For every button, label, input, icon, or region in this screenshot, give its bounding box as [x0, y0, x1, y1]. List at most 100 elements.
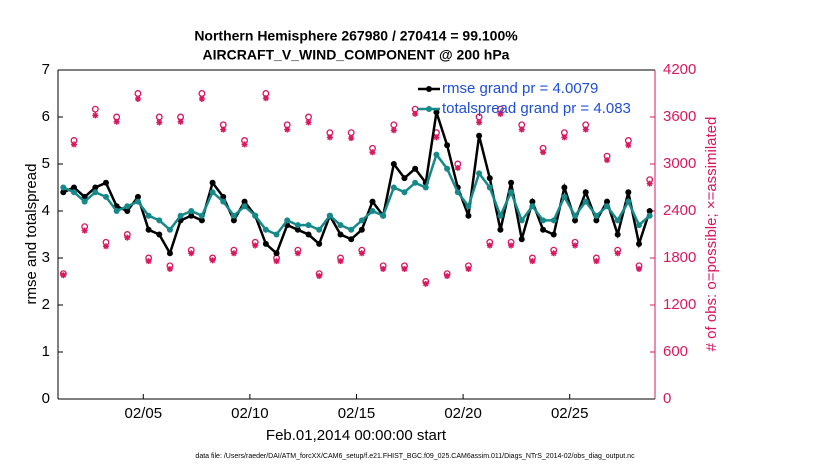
obs-assimilated: [401, 265, 408, 272]
point: [188, 208, 195, 214]
point: [316, 226, 323, 233]
point: [209, 179, 216, 186]
point: [625, 189, 632, 196]
point: [316, 240, 323, 247]
point: [518, 236, 525, 243]
point: [625, 198, 632, 205]
y-tick-label: 2: [42, 296, 50, 313]
point: [369, 208, 376, 214]
obs-assimilated: [134, 95, 141, 102]
obs-assimilated: [145, 258, 152, 265]
obs-assimilated: [572, 242, 579, 249]
obs-assimilated: [198, 95, 205, 102]
point: [636, 222, 643, 229]
y-tick-label: 6: [42, 108, 50, 125]
y2-tick-label: 0: [663, 390, 671, 407]
y-tick-label: 5: [42, 155, 50, 172]
point: [305, 222, 312, 229]
point: [70, 184, 77, 191]
point: [614, 217, 621, 224]
y2-tick-label: 4200: [663, 61, 696, 78]
point: [177, 212, 184, 219]
point: [380, 212, 387, 219]
point: [262, 240, 269, 247]
point: [252, 212, 259, 219]
obs-assimilated: [348, 135, 355, 142]
point: [369, 198, 376, 205]
point: [646, 208, 653, 214]
point: [508, 189, 515, 196]
point: [444, 165, 451, 172]
obs-assimilated: [81, 227, 88, 234]
y-axis-label: rmse and totalspread: [23, 164, 40, 305]
obs-assimilated: [636, 265, 643, 272]
y2-axis-label: # of obs: o=possible; ×=assimilated: [703, 117, 720, 352]
point: [550, 217, 557, 224]
y-tick-label: 3: [42, 249, 50, 266]
point: [465, 203, 472, 210]
plot-area: [59, 90, 654, 287]
point: [166, 250, 173, 257]
obs-assimilated: [412, 110, 419, 117]
point: [476, 132, 483, 139]
obs-assimilated: [252, 242, 259, 249]
point: [561, 184, 568, 191]
point: [636, 240, 643, 247]
point: [230, 212, 237, 219]
point: [593, 212, 600, 219]
point: [572, 212, 579, 219]
point: [166, 226, 173, 233]
obs-assimilated: [262, 95, 269, 102]
point: [124, 203, 131, 210]
obs-assimilated: [70, 141, 77, 148]
point: [348, 226, 355, 233]
point: [60, 184, 67, 191]
obs-assimilated: [497, 110, 504, 117]
point: [81, 193, 88, 200]
obs-assimilated: [476, 119, 483, 126]
point: [604, 203, 611, 210]
obs-assimilated: [390, 127, 397, 134]
y2-tick-label: 3600: [663, 108, 696, 125]
point: [540, 226, 547, 233]
point: [134, 198, 141, 205]
legend-label: totalspread grand pr = 4.083: [442, 100, 631, 117]
point: [284, 217, 291, 224]
obs-assimilated: [582, 126, 589, 133]
point: [273, 250, 280, 257]
y2-tick-label: 1200: [663, 296, 696, 313]
obs-assimilated: [188, 250, 195, 257]
obs-assimilated: [518, 126, 525, 133]
obs-assimilated: [284, 126, 291, 133]
point: [561, 193, 568, 200]
obs-assimilated: [220, 126, 227, 133]
obs-assimilated: [294, 250, 301, 257]
point: [358, 226, 365, 233]
y2-tick-label: 1800: [663, 249, 696, 266]
obs-assimilated: [92, 112, 99, 119]
point: [156, 217, 163, 224]
x-tick-label: 02/05: [125, 405, 163, 422]
obs-assimilated: [230, 250, 237, 257]
point: [433, 109, 440, 116]
obs-possible: [91, 105, 99, 113]
obs-assimilated: [156, 119, 163, 126]
point: [294, 222, 301, 229]
point: [422, 184, 429, 191]
y-tick-label: 4: [42, 202, 50, 219]
point: [508, 179, 515, 186]
point: [337, 222, 344, 229]
point: [102, 179, 109, 186]
x-tick-label: 02/15: [338, 405, 376, 422]
obs-assimilated: [433, 134, 440, 141]
point: [582, 189, 589, 196]
obs-assimilated: [529, 258, 536, 265]
point: [124, 208, 131, 214]
point: [60, 189, 67, 196]
point: [198, 212, 205, 219]
y-tick-label: 0: [42, 390, 50, 407]
point: [454, 189, 461, 196]
legend-marker: [426, 86, 432, 92]
chart-subtitle: AIRCRAFT_V_WIND_COMPONENT @ 200 hPa: [203, 47, 510, 63]
